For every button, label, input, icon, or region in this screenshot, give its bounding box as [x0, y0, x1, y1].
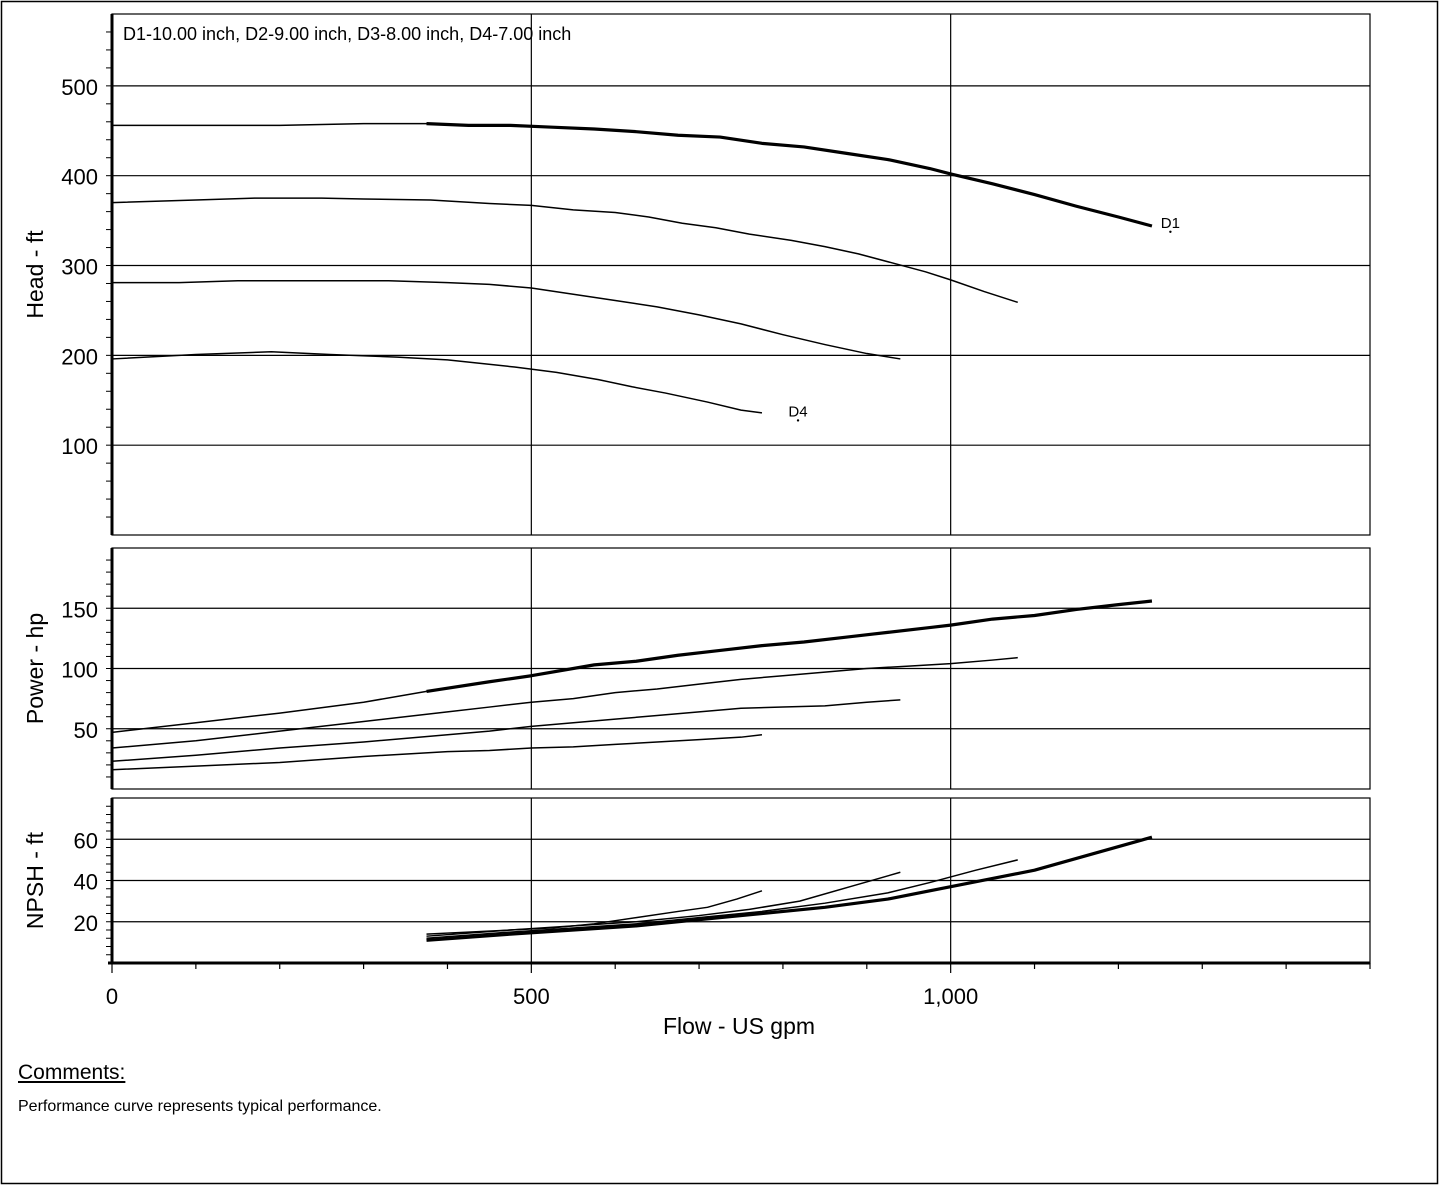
- x-tick-label: 0: [106, 984, 118, 1009]
- y-tick-label: 50: [74, 718, 98, 743]
- x-axis-label: Flow - US gpm: [663, 1013, 815, 1039]
- series-line-curve: [426, 859, 1018, 939]
- y-axis-label: NPSH - ft: [22, 831, 48, 929]
- series-label-D1: D1: [1161, 215, 1180, 232]
- y-tick-label: 20: [74, 911, 98, 936]
- y-tick-label: 60: [74, 828, 98, 853]
- y-axis-label: Head - ft: [22, 230, 48, 319]
- y-tick-label: 100: [61, 658, 98, 683]
- series-label-D4: D4: [788, 403, 807, 420]
- series-line-curve: [111, 656, 1018, 749]
- comments-title: Comments:: [18, 1061, 126, 1084]
- x-tick-label: 1,000: [923, 984, 978, 1009]
- y-tick-label: 100: [61, 434, 98, 459]
- panel-frame: [111, 13, 1371, 536]
- series-line-curve: [111, 197, 1018, 304]
- series-line-D1: [112, 122, 427, 127]
- y-tick-label: 40: [74, 870, 98, 895]
- series-line-D1-bold: [426, 835, 1153, 942]
- series-line-D4: [111, 351, 763, 414]
- comments-text: Performance curve represents typical per…: [18, 1098, 382, 1115]
- legend-text: D1-10.00 inch, D2-9.00 inch, D3-8.00 inc…: [123, 24, 571, 44]
- series-label-dot: [1169, 230, 1172, 233]
- series-line-D1: [111, 690, 427, 734]
- series-line-D1-bold: [426, 599, 1153, 693]
- series-line-curve: [426, 871, 901, 937]
- x-tick-label: 500: [513, 984, 550, 1009]
- series-line-curve: [112, 280, 901, 360]
- y-tick-label: 400: [61, 165, 98, 190]
- series-label-dot: [796, 419, 800, 422]
- y-tick-label: 200: [61, 344, 98, 369]
- series-line-D4: [111, 734, 763, 771]
- y-axis-label: Power - hp: [22, 613, 48, 724]
- y-tick-label: 300: [61, 255, 98, 280]
- y-tick-label: 150: [61, 597, 98, 622]
- series-line-curve: [111, 699, 901, 763]
- series-line-D1-bold: [426, 121, 1153, 228]
- y-tick-label: 500: [61, 75, 98, 100]
- series-line-D4: [426, 890, 763, 935]
